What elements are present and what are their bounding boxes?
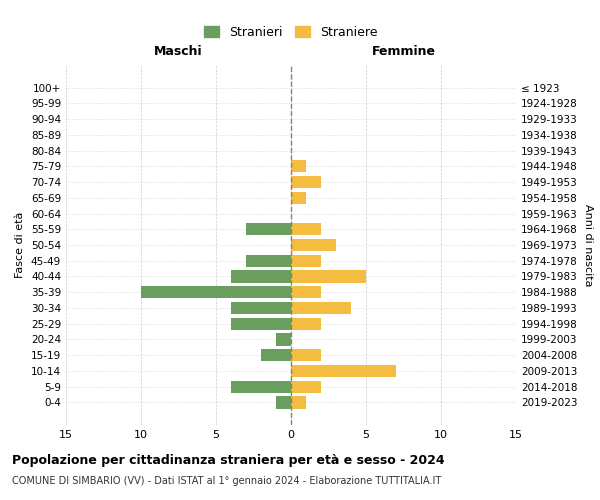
Text: Femmine: Femmine — [371, 45, 436, 58]
Bar — [276, 396, 291, 408]
Bar — [291, 223, 321, 235]
Text: Popolazione per cittadinanza straniera per età e sesso - 2024: Popolazione per cittadinanza straniera p… — [12, 454, 445, 467]
Bar — [291, 349, 321, 362]
Bar — [291, 302, 351, 314]
Bar — [291, 176, 321, 188]
Y-axis label: Fasce di età: Fasce di età — [16, 212, 25, 278]
Bar — [231, 318, 291, 330]
Bar — [246, 254, 291, 267]
Bar — [291, 239, 336, 251]
Bar — [291, 286, 321, 298]
Bar — [291, 160, 306, 172]
Legend: Stranieri, Straniere: Stranieri, Straniere — [199, 21, 383, 44]
Bar — [231, 302, 291, 314]
Text: COMUNE DI SIMBARIO (VV) - Dati ISTAT al 1° gennaio 2024 - Elaborazione TUTTITALI: COMUNE DI SIMBARIO (VV) - Dati ISTAT al … — [12, 476, 441, 486]
Bar — [141, 286, 291, 298]
Bar — [291, 365, 396, 377]
Bar — [291, 192, 306, 204]
Bar — [291, 254, 321, 267]
Text: Maschi: Maschi — [154, 45, 203, 58]
Bar — [261, 349, 291, 362]
Bar — [291, 396, 306, 408]
Bar — [291, 270, 366, 282]
Bar — [291, 380, 321, 393]
Bar — [246, 223, 291, 235]
Bar — [291, 318, 321, 330]
Bar — [231, 270, 291, 282]
Bar — [231, 380, 291, 393]
Y-axis label: Anni di nascita: Anni di nascita — [583, 204, 593, 286]
Bar — [276, 334, 291, 345]
